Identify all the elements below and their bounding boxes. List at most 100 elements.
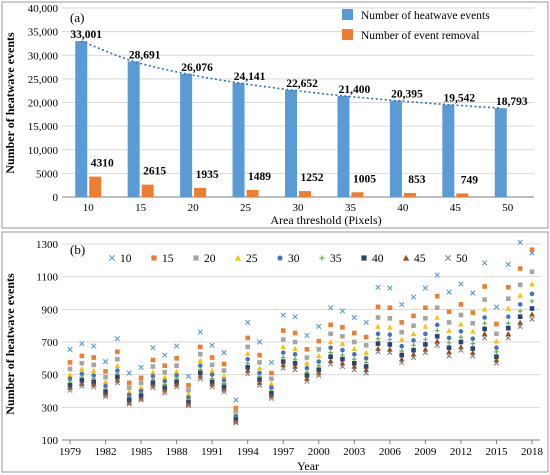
scatter-point-threshold-35 bbox=[446, 340, 452, 346]
scatter-point-threshold-45 bbox=[233, 418, 239, 424]
scatter-point-threshold-25 bbox=[458, 321, 464, 327]
panel-b-x-axis-label: Year bbox=[297, 459, 319, 473]
scatter-point-threshold-20 bbox=[387, 316, 393, 321]
scatter-point-threshold-10 bbox=[126, 370, 132, 376]
panel-a-x-tick-label: 25 bbox=[240, 202, 252, 214]
scatter-point-threshold-20 bbox=[174, 363, 179, 368]
scatter-point-threshold-50 bbox=[185, 403, 192, 409]
scatter-point-threshold-45 bbox=[292, 363, 298, 369]
scatter-point-threshold-45 bbox=[458, 344, 464, 350]
scatter-point-threshold-20 bbox=[138, 380, 144, 386]
scatter-point-threshold-50 bbox=[268, 395, 275, 402]
scatter-point-threshold-35 bbox=[506, 320, 511, 326]
panel-a-x-tick-label: 40 bbox=[397, 202, 409, 214]
panel-b-y-tick-label: 700 bbox=[42, 337, 59, 349]
scatter-point-threshold-25 bbox=[244, 350, 251, 356]
scatter-point-threshold-30 bbox=[494, 345, 499, 351]
scatter-point-threshold-45 bbox=[434, 338, 441, 344]
panel-b-legend-label: 20 bbox=[204, 253, 216, 265]
scatter-point-threshold-15 bbox=[458, 302, 464, 307]
scatter-point-threshold-15 bbox=[209, 355, 215, 360]
scatter-point-threshold-40 bbox=[363, 364, 369, 369]
scatter-point-threshold-40 bbox=[517, 314, 523, 319]
scatter-point-threshold-20 bbox=[280, 337, 286, 342]
scatter-point-threshold-30 bbox=[529, 291, 535, 297]
scatter-point-threshold-35 bbox=[352, 356, 357, 362]
scatter-point-threshold-15 bbox=[482, 284, 487, 289]
scatter-point-threshold-30 bbox=[174, 373, 179, 378]
panel-b-legend-marker bbox=[109, 255, 115, 261]
scatter-point-threshold-15 bbox=[292, 330, 298, 336]
scatter-point-threshold-25 bbox=[173, 368, 180, 374]
panel-b-x-tick-label: 1994 bbox=[237, 446, 260, 458]
bar-heatwave-events bbox=[180, 73, 193, 197]
scatter-point-threshold-40 bbox=[470, 346, 476, 351]
scatter-point-threshold-50 bbox=[316, 372, 322, 379]
panel-b-y-tick-label: 500 bbox=[42, 370, 59, 382]
scatter-point-threshold-30 bbox=[363, 356, 369, 361]
scatter-point-threshold-30 bbox=[482, 315, 487, 320]
scatter-point-threshold-15 bbox=[186, 382, 191, 388]
panel-b-x-tick-label: 2009 bbox=[414, 446, 437, 458]
panel-a-y-tick-label: 30,000 bbox=[28, 50, 59, 62]
scatter-point-threshold-20 bbox=[446, 320, 452, 325]
panel-b-legend-marker bbox=[402, 254, 410, 261]
scatter-point-threshold-30 bbox=[399, 343, 404, 349]
scatter-point-threshold-25 bbox=[126, 389, 133, 395]
scatter-point-threshold-15 bbox=[517, 266, 523, 271]
panel-b: (b) Number of heatwave events Year 100 30… bbox=[1, 231, 549, 473]
scatter-point-threshold-45 bbox=[126, 399, 133, 405]
panel-b-x-tick-label: 1991 bbox=[201, 446, 223, 458]
scatter-point-threshold-40 bbox=[198, 370, 203, 376]
scatter-point-threshold-25 bbox=[398, 336, 405, 342]
scatter-point-threshold-45 bbox=[446, 349, 452, 355]
scatter-point-threshold-50 bbox=[292, 367, 298, 373]
scatter-point-threshold-10 bbox=[221, 349, 227, 356]
scatter-point-threshold-10 bbox=[209, 342, 215, 348]
scatter-point-threshold-15 bbox=[115, 349, 120, 355]
scatter-point-threshold-25 bbox=[114, 362, 121, 368]
panel-b-y-tick-label: 300 bbox=[42, 402, 59, 414]
scatter-point-threshold-45 bbox=[493, 357, 500, 363]
scatter-point-threshold-45 bbox=[422, 346, 429, 352]
scatter-point-threshold-30 bbox=[517, 302, 523, 307]
scatter-point-threshold-20 bbox=[423, 316, 428, 321]
scatter-point-threshold-10 bbox=[434, 272, 440, 278]
panel-b-legend-marker bbox=[277, 255, 283, 261]
scatter-point-threshold-25 bbox=[434, 314, 441, 320]
panel-b-legend-marker bbox=[319, 255, 325, 261]
panel-a-y-tick-label: 20,000 bbox=[28, 98, 59, 110]
scatter-point-threshold-30 bbox=[245, 356, 250, 362]
scatter-point-threshold-50 bbox=[399, 359, 405, 366]
scatter-point-threshold-25 bbox=[422, 323, 429, 329]
scatter-point-threshold-10 bbox=[67, 346, 73, 353]
scatter-point-threshold-25 bbox=[292, 345, 298, 351]
scatter-point-threshold-10 bbox=[351, 314, 357, 321]
scatter-point-threshold-25 bbox=[446, 327, 452, 333]
scatter-point-threshold-10 bbox=[387, 285, 393, 291]
scatter-point-threshold-10 bbox=[185, 373, 192, 379]
scatter-point-threshold-20 bbox=[103, 374, 108, 380]
scatter-point-threshold-35 bbox=[482, 320, 487, 326]
panel-b-x-tick-label: 2006 bbox=[379, 446, 402, 458]
scatter-point-threshold-35 bbox=[399, 348, 404, 354]
scatter-point-threshold-10 bbox=[304, 332, 310, 339]
bar-event-removal bbox=[89, 176, 102, 197]
panel-a-y-tick-label: 25,000 bbox=[28, 74, 59, 86]
scatter-point-threshold-30 bbox=[221, 378, 227, 383]
scatter-point-threshold-30 bbox=[316, 359, 322, 364]
scatter-point-threshold-30 bbox=[375, 331, 381, 337]
scatter-point-threshold-25 bbox=[197, 357, 204, 364]
scatter-point-threshold-50 bbox=[197, 376, 203, 382]
panel-a-x-tick-label: 15 bbox=[135, 202, 147, 214]
scatter-point-threshold-15 bbox=[269, 370, 274, 376]
scatter-point-threshold-40 bbox=[245, 365, 250, 370]
panel-b-legend-label: 35 bbox=[330, 253, 342, 265]
scatter-point-threshold-50 bbox=[517, 323, 523, 330]
scatter-point-threshold-25 bbox=[410, 331, 417, 337]
panel-b-legend-label: 25 bbox=[246, 253, 258, 265]
scatter-point-threshold-20 bbox=[198, 351, 203, 357]
panel-b-x-tick-label: 2015 bbox=[485, 446, 508, 458]
scatter-point-threshold-15 bbox=[340, 325, 345, 330]
